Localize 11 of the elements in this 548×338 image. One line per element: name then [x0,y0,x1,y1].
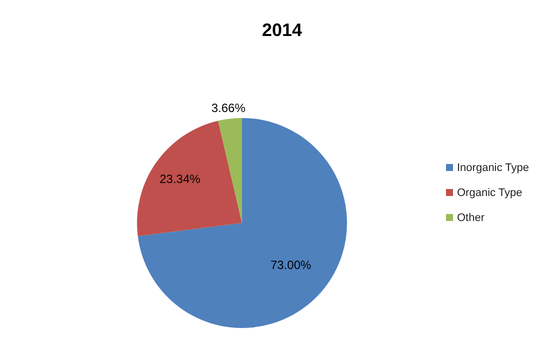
legend-entry: Inorganic Type [446,162,529,174]
legend-label: Other [457,212,485,224]
pie-slice [138,118,347,328]
data-label: 23.34% [160,172,201,186]
chart-title: 2014 [262,20,302,40]
legend-entry: Other [446,212,485,224]
pie-slice [137,120,242,236]
data-label: 73.00% [270,258,312,272]
pie-slice [218,118,242,223]
data-label: 3.66% [211,100,246,115]
legend-entry: Organic Type [446,186,522,199]
